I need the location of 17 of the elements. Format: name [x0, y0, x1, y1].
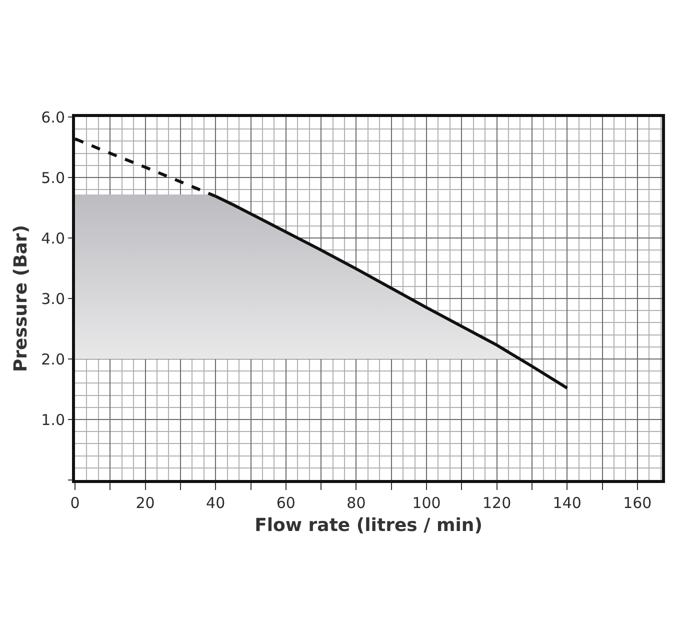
x-tick-label: 40 [206, 494, 226, 512]
x-tick-label: 0 [70, 494, 80, 512]
x-tick-label: 140 [552, 494, 582, 512]
x-tick-label: 100 [412, 494, 441, 512]
y-tick-label: 4.0 [41, 229, 65, 248]
x-tick-label: 160 [623, 494, 652, 512]
y-tick-label: 1.0 [41, 410, 65, 429]
y-tick-label: 6.0 [41, 108, 65, 126]
x-tick-label: 120 [482, 494, 512, 512]
y-tick-label: 2.0 [41, 350, 65, 368]
x-tick-label: 20 [136, 494, 155, 512]
y-tick-label: 3.0 [41, 290, 65, 308]
y-axis-title: Pressure (Bar) [10, 224, 32, 372]
x-tick-label: 60 [276, 494, 296, 512]
x-tick-label: 80 [346, 494, 366, 512]
y-tick-label: 5.0 [41, 168, 65, 187]
x-axis-title: Flow rate (litres / min) [254, 515, 482, 536]
